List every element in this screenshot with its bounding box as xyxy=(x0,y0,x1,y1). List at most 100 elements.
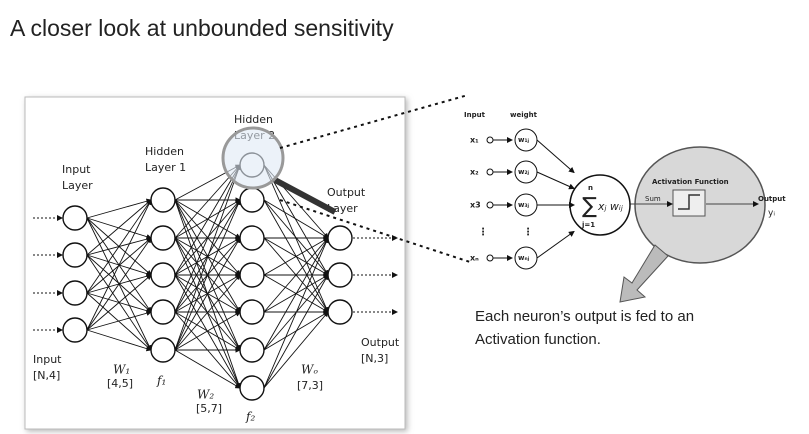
edge xyxy=(263,311,329,389)
neuron xyxy=(327,262,353,288)
input-node xyxy=(486,168,494,176)
step-icon xyxy=(678,194,700,210)
label: [4,5] xyxy=(107,377,133,390)
neuron xyxy=(150,299,176,325)
line: Input xyxy=(62,163,91,176)
line: Layer 1 xyxy=(145,161,186,174)
caption-line: Activation function. xyxy=(475,331,601,348)
input-var: x₂ xyxy=(470,168,479,177)
label: Wₒ xyxy=(301,363,318,377)
sum-symbol: ∑ xyxy=(582,194,597,219)
layer-label: Input Layer xyxy=(62,163,93,192)
weight-var: w₂ⱼ xyxy=(518,168,530,176)
magnifier-handle xyxy=(273,177,337,215)
dots: ⋮ xyxy=(523,227,533,238)
edge xyxy=(86,237,152,331)
title: A closer look at unbounded sensitivity xyxy=(10,15,394,41)
edge xyxy=(536,139,575,174)
sum-upper: n xyxy=(588,184,593,192)
dots: ⋮ xyxy=(478,227,488,238)
neuron xyxy=(62,317,88,343)
sum-lower: j=1 xyxy=(581,221,595,229)
line: Hidden xyxy=(145,145,184,158)
edge xyxy=(174,199,241,351)
neuron xyxy=(239,375,265,401)
header: Input xyxy=(464,111,486,119)
magnifier xyxy=(221,126,285,190)
edge xyxy=(174,164,241,276)
zoom-line xyxy=(279,94,469,149)
layer-label: Hidden Layer 1 xyxy=(145,145,186,174)
edge xyxy=(536,171,575,190)
edge xyxy=(86,274,152,331)
edge xyxy=(86,199,152,256)
edge xyxy=(174,237,241,351)
header: weight xyxy=(510,111,538,119)
edge xyxy=(174,199,241,313)
line: Layer xyxy=(62,179,93,192)
label: Input xyxy=(33,353,62,366)
edge xyxy=(263,237,329,389)
neuron xyxy=(239,337,265,363)
weight-var: w₃ⱼ xyxy=(518,201,530,209)
neuron xyxy=(62,205,88,231)
input-var: x3 xyxy=(470,201,481,210)
callout-arrow xyxy=(619,244,669,303)
neuron xyxy=(150,225,176,251)
label: [N,3] xyxy=(361,352,388,365)
edge xyxy=(174,164,242,351)
label: [N,4] xyxy=(33,369,60,382)
output-label: Output xyxy=(758,195,786,203)
label: f₂ xyxy=(245,410,255,424)
edge xyxy=(263,237,329,351)
edge xyxy=(86,199,152,294)
edge xyxy=(86,329,152,352)
caption-line: Each neuron’s output is fed to an xyxy=(475,308,694,325)
edge xyxy=(263,274,329,389)
neuron xyxy=(327,299,353,325)
neuron xyxy=(239,262,265,288)
edge xyxy=(263,237,329,313)
neuron xyxy=(150,187,176,213)
label: W₂ xyxy=(197,388,214,402)
input-node xyxy=(486,254,494,262)
edge xyxy=(86,292,152,351)
neuron xyxy=(62,242,88,268)
activation-label: Activation Function xyxy=(652,178,729,186)
output-var: yᵢ xyxy=(768,209,775,219)
weight-var: w₁ⱼ xyxy=(518,136,530,144)
network xyxy=(33,152,398,401)
label: W₁ xyxy=(113,363,130,377)
neuron xyxy=(327,225,353,251)
edge xyxy=(86,199,152,331)
edge xyxy=(174,311,241,351)
edge xyxy=(174,199,241,239)
neuron xyxy=(239,225,265,251)
edge xyxy=(174,164,241,313)
label: f₁ xyxy=(156,374,166,388)
zoom-line xyxy=(279,199,471,263)
edge xyxy=(263,237,329,276)
neuron xyxy=(239,187,265,213)
input-node xyxy=(486,201,494,209)
neuron xyxy=(239,299,265,325)
label: Output xyxy=(361,336,400,349)
edge xyxy=(263,199,329,239)
edge xyxy=(536,230,575,259)
line: Hidden xyxy=(234,113,273,126)
neuron xyxy=(150,337,176,363)
weight-var: wₙⱼ xyxy=(518,254,530,262)
edge xyxy=(86,310,152,331)
sum-term: xⱼ wᵢⱼ xyxy=(597,200,623,213)
neuron xyxy=(62,280,88,306)
neuron-diagram: Input weight Activation Function Sum Out… xyxy=(464,111,786,303)
neuron xyxy=(150,262,176,288)
input-var: x₁ xyxy=(470,136,479,145)
input-var: xₙ xyxy=(470,254,479,263)
line: Output xyxy=(327,186,366,199)
input-node xyxy=(486,136,494,144)
label: [5,7] xyxy=(196,402,222,415)
caption: Each neuron’s output is fed to an Activa… xyxy=(475,308,694,348)
label: [7,3] xyxy=(297,379,323,392)
